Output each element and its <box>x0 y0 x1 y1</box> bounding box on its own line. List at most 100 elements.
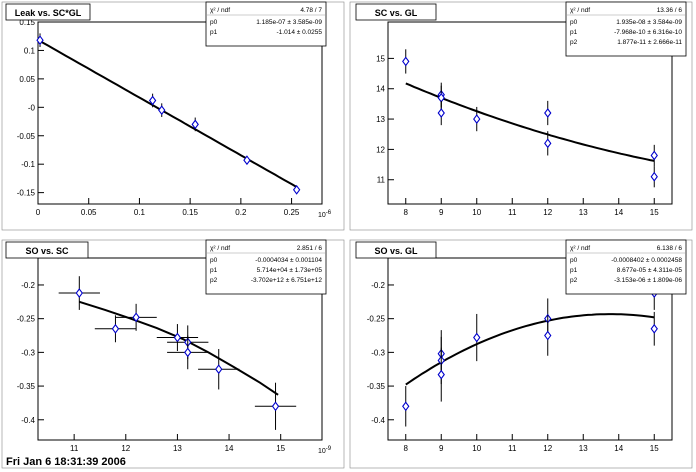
fit-curve <box>405 313 655 386</box>
y-tick-label: -0.4 <box>21 416 35 425</box>
fit-curve <box>39 40 298 188</box>
diamond-marker <box>650 150 658 161</box>
diamond-marker <box>473 114 481 124</box>
stats-param-value: -0.0008402 ± 0.0002458 <box>611 257 682 264</box>
x-tick-label: 11 <box>508 444 517 453</box>
x-tick-label: 0.25 <box>284 208 300 217</box>
stats-box <box>205 239 327 295</box>
data-point <box>191 117 199 132</box>
stats-param-value: -3.153e-06 ± 1.809e-06 <box>614 277 682 284</box>
title-box <box>355 241 437 259</box>
diamond-marker <box>243 155 251 166</box>
plot-area <box>37 21 323 205</box>
stats-header-label: χ² / ndf <box>210 245 230 252</box>
stats-param-value: 5.714e+04 ± 1.73e+05 <box>257 267 323 274</box>
data-point <box>58 276 100 310</box>
x-tick-label: 11 <box>70 444 79 453</box>
x-tick-label: 0.1 <box>134 208 146 217</box>
title-box <box>355 3 437 21</box>
x-tick-label: 15 <box>650 444 659 453</box>
title-box <box>5 3 91 21</box>
data-point <box>437 347 445 402</box>
diamond-marker <box>544 330 552 341</box>
y-tick-label: -0.1 <box>21 160 35 169</box>
data-point <box>650 166 658 188</box>
chart-title: SO vs. GL <box>374 246 418 256</box>
stats-header-value: 6.138 / 6 <box>657 245 683 252</box>
x-exponent-label: 10-9 <box>318 446 332 455</box>
data-point <box>158 103 166 117</box>
stats-box <box>565 1 687 57</box>
title-box <box>5 241 89 259</box>
x-tick-label: 14 <box>614 444 623 453</box>
x-tick-label: 15 <box>276 444 285 453</box>
data-point <box>156 324 199 352</box>
stats-header-value: 2.851 / 6 <box>297 245 323 252</box>
x-tick-label: 10 <box>472 444 481 453</box>
stats-param-name: p1 <box>570 29 578 36</box>
x-tick-label: 14 <box>614 208 623 217</box>
diamond-marker <box>402 56 410 67</box>
stats-header-label: χ² / ndf <box>210 7 230 14</box>
x-tick-label: 0 <box>36 208 41 217</box>
chart-3: 1112131415-0.4-0.35-0.3-0.25-0.210-910-9… <box>1 239 345 469</box>
x-tick-label: 12 <box>543 208 552 217</box>
stats-param-name: p1 <box>570 267 578 274</box>
x-tick-label: 0.2 <box>235 208 247 217</box>
data-point <box>254 382 297 430</box>
stats-param-name: p2 <box>570 39 578 46</box>
stats-param-value: 8.677e-05 ± 4.311e-05 <box>617 267 683 274</box>
x-tick-label: 12 <box>121 444 130 453</box>
y-tick-label: -0.15 <box>17 189 36 198</box>
stats-param-value: 1.185e-07 ± 3.585e-09 <box>256 19 322 26</box>
y-tick-label: -0.2 <box>21 281 35 290</box>
data-point <box>115 303 157 331</box>
x-tick-label: 13 <box>579 208 588 217</box>
stats-header-label: χ² / ndf <box>570 7 590 14</box>
diamond-marker <box>215 364 223 375</box>
stats-param-name: p2 <box>210 277 218 284</box>
data-point <box>94 315 137 343</box>
diamond-marker <box>75 288 83 298</box>
chart-1: 0 0.05 0.1 0.15 0.2 0.25 -0.15 -0.1 -0.05 -0 0.05 0… <box>1 1 345 231</box>
plot-area <box>387 21 673 205</box>
stats-param-value: -0.0004034 ± 0.001104 <box>255 257 322 264</box>
stats-box <box>205 1 327 47</box>
diamond-marker <box>36 35 44 46</box>
plot-area <box>387 257 673 441</box>
chart-title: SO vs. SC <box>25 246 69 256</box>
diamond-marker <box>544 138 552 149</box>
fit-curve <box>405 82 655 162</box>
y-tick-label: 11 <box>377 176 386 185</box>
diamond-marker <box>650 171 658 182</box>
stats-param-name: p1 <box>210 267 218 274</box>
chart-2: 89101112131415111213141510-9SC vs. GLχ² … <box>349 1 693 231</box>
stats-param-value: -1.014 ± 0.0255 <box>277 29 323 36</box>
x-tick-label: 8 <box>404 444 409 453</box>
data-point <box>544 100 552 126</box>
diamond-marker <box>158 105 166 116</box>
diamond-marker <box>292 184 301 195</box>
y-tick-label: -0.05 <box>17 132 36 141</box>
y-tick-label: 0.05 <box>19 75 35 84</box>
data-point <box>198 349 240 390</box>
diamond-marker <box>473 332 481 343</box>
data-point <box>544 315 552 356</box>
stats-param-name: p0 <box>210 19 218 26</box>
data-point <box>402 49 410 74</box>
data-point <box>148 93 157 108</box>
timestamp: Fri Jan 6 18:31:39 2006 <box>6 456 126 468</box>
x-tick-label: 13 <box>173 444 182 453</box>
diamond-marker <box>148 95 157 106</box>
diamond-marker <box>544 108 552 118</box>
x-tick-label: 11 <box>508 208 517 217</box>
data-point <box>473 313 481 362</box>
y-tick-label: 12 <box>376 145 385 154</box>
data-point <box>473 106 481 132</box>
y-tick-label: 0.1 <box>24 46 36 55</box>
stats-header-value: 13.36 / 6 <box>657 7 683 14</box>
y-tick-label: -0.4 <box>371 416 385 425</box>
data-point <box>292 184 301 195</box>
data-point <box>650 144 658 167</box>
